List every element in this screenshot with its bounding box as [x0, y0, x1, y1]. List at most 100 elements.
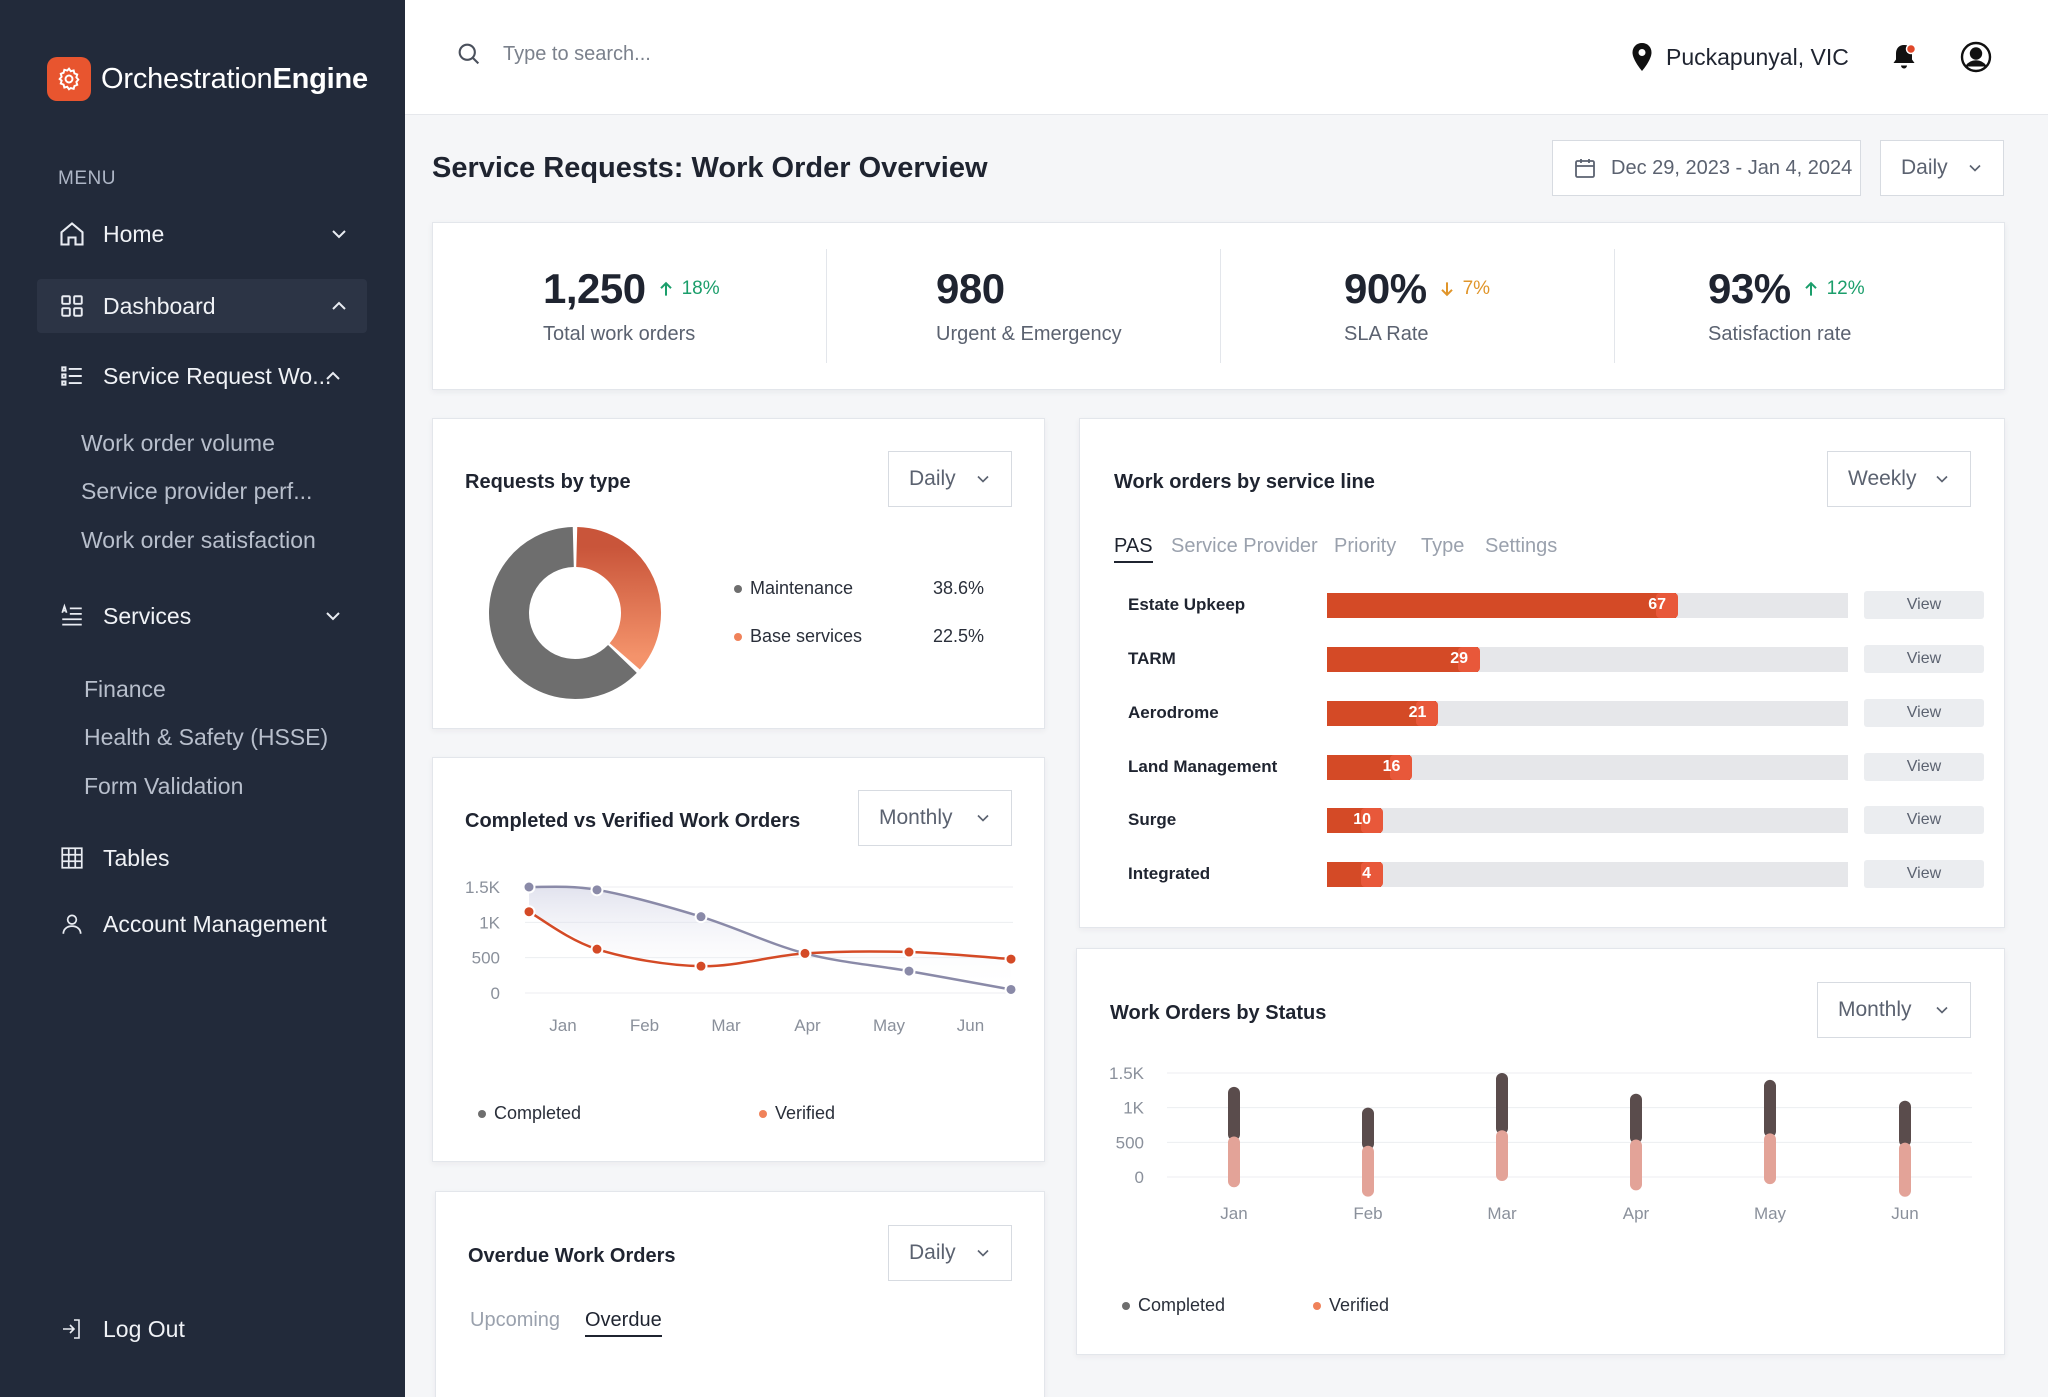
logout-button[interactable]: Log Out	[37, 1302, 367, 1356]
app-logo[interactable]: OrchestrationEngine	[47, 57, 368, 101]
data-point-verified[interactable]	[902, 945, 916, 959]
nav-tables[interactable]: Tables	[37, 831, 367, 885]
nav-work-order-volume[interactable]: Work order volume	[81, 430, 275, 456]
service-line-bar[interactable]: 67	[1327, 593, 1679, 618]
nav-service-provider-perf[interactable]: Service provider perf...	[81, 478, 313, 504]
legend-dot	[734, 632, 742, 641]
view-button[interactable]: View	[1864, 860, 1984, 888]
tab-priority[interactable]: Priority	[1334, 535, 1397, 557]
card-title: Requests by type	[465, 471, 631, 493]
status-bar-completed[interactable]	[1899, 1100, 1911, 1147]
work-orders-status-card: Work Orders by Status Monthly 0 500 1K 1.5K…	[1076, 948, 2005, 1355]
overdue-period-dropdown[interactable]: Daily	[888, 1225, 1012, 1281]
chevron-up-icon	[326, 371, 340, 380]
data-point-verified[interactable]	[1004, 952, 1018, 966]
status-bar-verified[interactable]	[1496, 1130, 1508, 1182]
data-point-completed[interactable]	[522, 880, 536, 894]
status-bar-completed[interactable]	[1496, 1073, 1508, 1135]
status-bar-completed[interactable]	[1362, 1107, 1374, 1150]
location-selector[interactable]: Puckapunyal, VIC	[1630, 42, 1849, 72]
service-line-bar[interactable]: 21	[1327, 701, 1439, 726]
tab-settings[interactable]: Settings	[1485, 535, 1558, 557]
logout-icon	[57, 1314, 87, 1344]
sidebar: OrchestrationEngine MENU Home Dashboard …	[0, 0, 405, 1397]
service-line-label: Land Management	[1128, 757, 1278, 776]
data-point-verified[interactable]	[522, 905, 536, 919]
page-title: Service Requests: Work Order Overview	[432, 152, 988, 184]
tab-overdue[interactable]: Overdue	[585, 1309, 662, 1337]
dropdown-value: Monthly	[1838, 998, 1912, 1021]
kpi-sla-rate: 90% 7% SLA Rate	[1344, 265, 1490, 346]
dropdown-value: Daily	[909, 467, 956, 490]
period-dropdown[interactable]: Daily	[1880, 140, 2004, 196]
date-range-picker[interactable]: Dec 29, 2023 - Jan 4, 2024	[1552, 140, 1861, 196]
data-point-completed[interactable]	[902, 964, 916, 978]
x-tick-label: Apr	[1623, 1204, 1650, 1223]
status-bar-verified[interactable]	[1228, 1136, 1240, 1188]
legend-maintenance-value: 38.6%	[933, 578, 985, 598]
nav-services[interactable]: Services	[37, 589, 367, 643]
donut-chart	[489, 527, 661, 699]
data-point-completed[interactable]	[694, 910, 708, 924]
data-point-verified[interactable]	[694, 959, 708, 973]
kpi-value: 1,250	[543, 265, 646, 312]
status-bar-completed[interactable]	[1764, 1079, 1776, 1138]
tab-pas[interactable]: PAS	[1114, 535, 1153, 563]
search-input[interactable]: Type to search...	[503, 42, 651, 65]
view-button[interactable]: View	[1864, 806, 1984, 834]
chevron-down-icon	[1936, 1006, 1948, 1014]
nav-work-order-satisfaction[interactable]: Work order satisfaction	[81, 527, 316, 553]
status-bar-verified[interactable]	[1764, 1133, 1776, 1185]
view-button[interactable]: View	[1864, 699, 1984, 727]
chevron-down-icon	[977, 1249, 989, 1257]
service-line-value: 67	[1648, 596, 1667, 613]
home-icon	[57, 219, 87, 249]
legend-maintenance: Maintenance	[734, 578, 853, 599]
data-point-verified[interactable]	[590, 942, 604, 956]
status-bar-verified[interactable]	[1362, 1145, 1374, 1197]
service-line-period-dropdown[interactable]: Weekly	[1827, 451, 1971, 507]
chevron-down-icon	[977, 814, 989, 822]
completed-period-dropdown[interactable]: Monthly	[858, 790, 1012, 846]
data-point-completed[interactable]	[1004, 982, 1018, 996]
menu-caption: MENU	[58, 168, 116, 189]
requests-by-type-card: Requests by type Daily Maintenance 38.6%…	[432, 418, 1045, 729]
bar-end-cap	[1656, 593, 1679, 618]
series-area	[529, 886, 1011, 990]
tab-service-provider[interactable]: Service Provider	[1171, 535, 1318, 557]
nav-finance[interactable]: Finance	[84, 676, 166, 702]
tab-type[interactable]: Type	[1421, 535, 1465, 557]
requests-period-dropdown[interactable]: Daily	[888, 451, 1012, 507]
nav-dashboard[interactable]: Dashboard	[37, 279, 367, 333]
nav-form-validation[interactable]: Form Validation	[84, 773, 244, 799]
user-profile-icon[interactable]	[1959, 40, 1993, 74]
status-bar-verified[interactable]	[1899, 1142, 1911, 1197]
view-button[interactable]: View	[1864, 591, 1984, 619]
view-button[interactable]: View	[1864, 645, 1984, 673]
bar-end-cap	[1361, 808, 1383, 833]
data-point-completed[interactable]	[590, 883, 604, 897]
notification-bell-icon[interactable]	[1887, 40, 1921, 74]
tab-upcoming[interactable]: Upcoming	[470, 1309, 561, 1331]
service-line-bar[interactable]: 16	[1327, 755, 1413, 780]
status-bar-verified[interactable]	[1630, 1139, 1642, 1191]
nav-health-safety[interactable]: Health & Safety (HSSE)	[84, 724, 329, 750]
search-bar[interactable]: Type to search...	[455, 40, 651, 68]
status-period-dropdown[interactable]: Monthly	[1817, 982, 1971, 1038]
service-line-bar[interactable]: 10	[1327, 808, 1383, 833]
nav-service-request-label: Service Request Wo...	[103, 362, 332, 389]
legend-dot	[734, 584, 742, 593]
status-bar-completed[interactable]	[1228, 1086, 1240, 1141]
service-line-bar[interactable]: 4	[1327, 862, 1383, 887]
text-list-icon	[57, 601, 87, 631]
service-line-bar[interactable]: 29	[1327, 647, 1481, 672]
view-button[interactable]: View	[1864, 753, 1984, 781]
nav-service-request[interactable]: Service Request Wo...	[37, 349, 367, 403]
card-title: Work orders by service line	[1114, 471, 1375, 493]
nav-account-management[interactable]: Account Management	[37, 897, 367, 951]
nav-home[interactable]: Home	[37, 207, 367, 261]
status-bar-completed[interactable]	[1630, 1093, 1642, 1144]
legend-base-services: Base services	[734, 626, 862, 647]
service-line-label: Surge	[1128, 810, 1177, 829]
data-point-verified[interactable]	[798, 946, 812, 960]
